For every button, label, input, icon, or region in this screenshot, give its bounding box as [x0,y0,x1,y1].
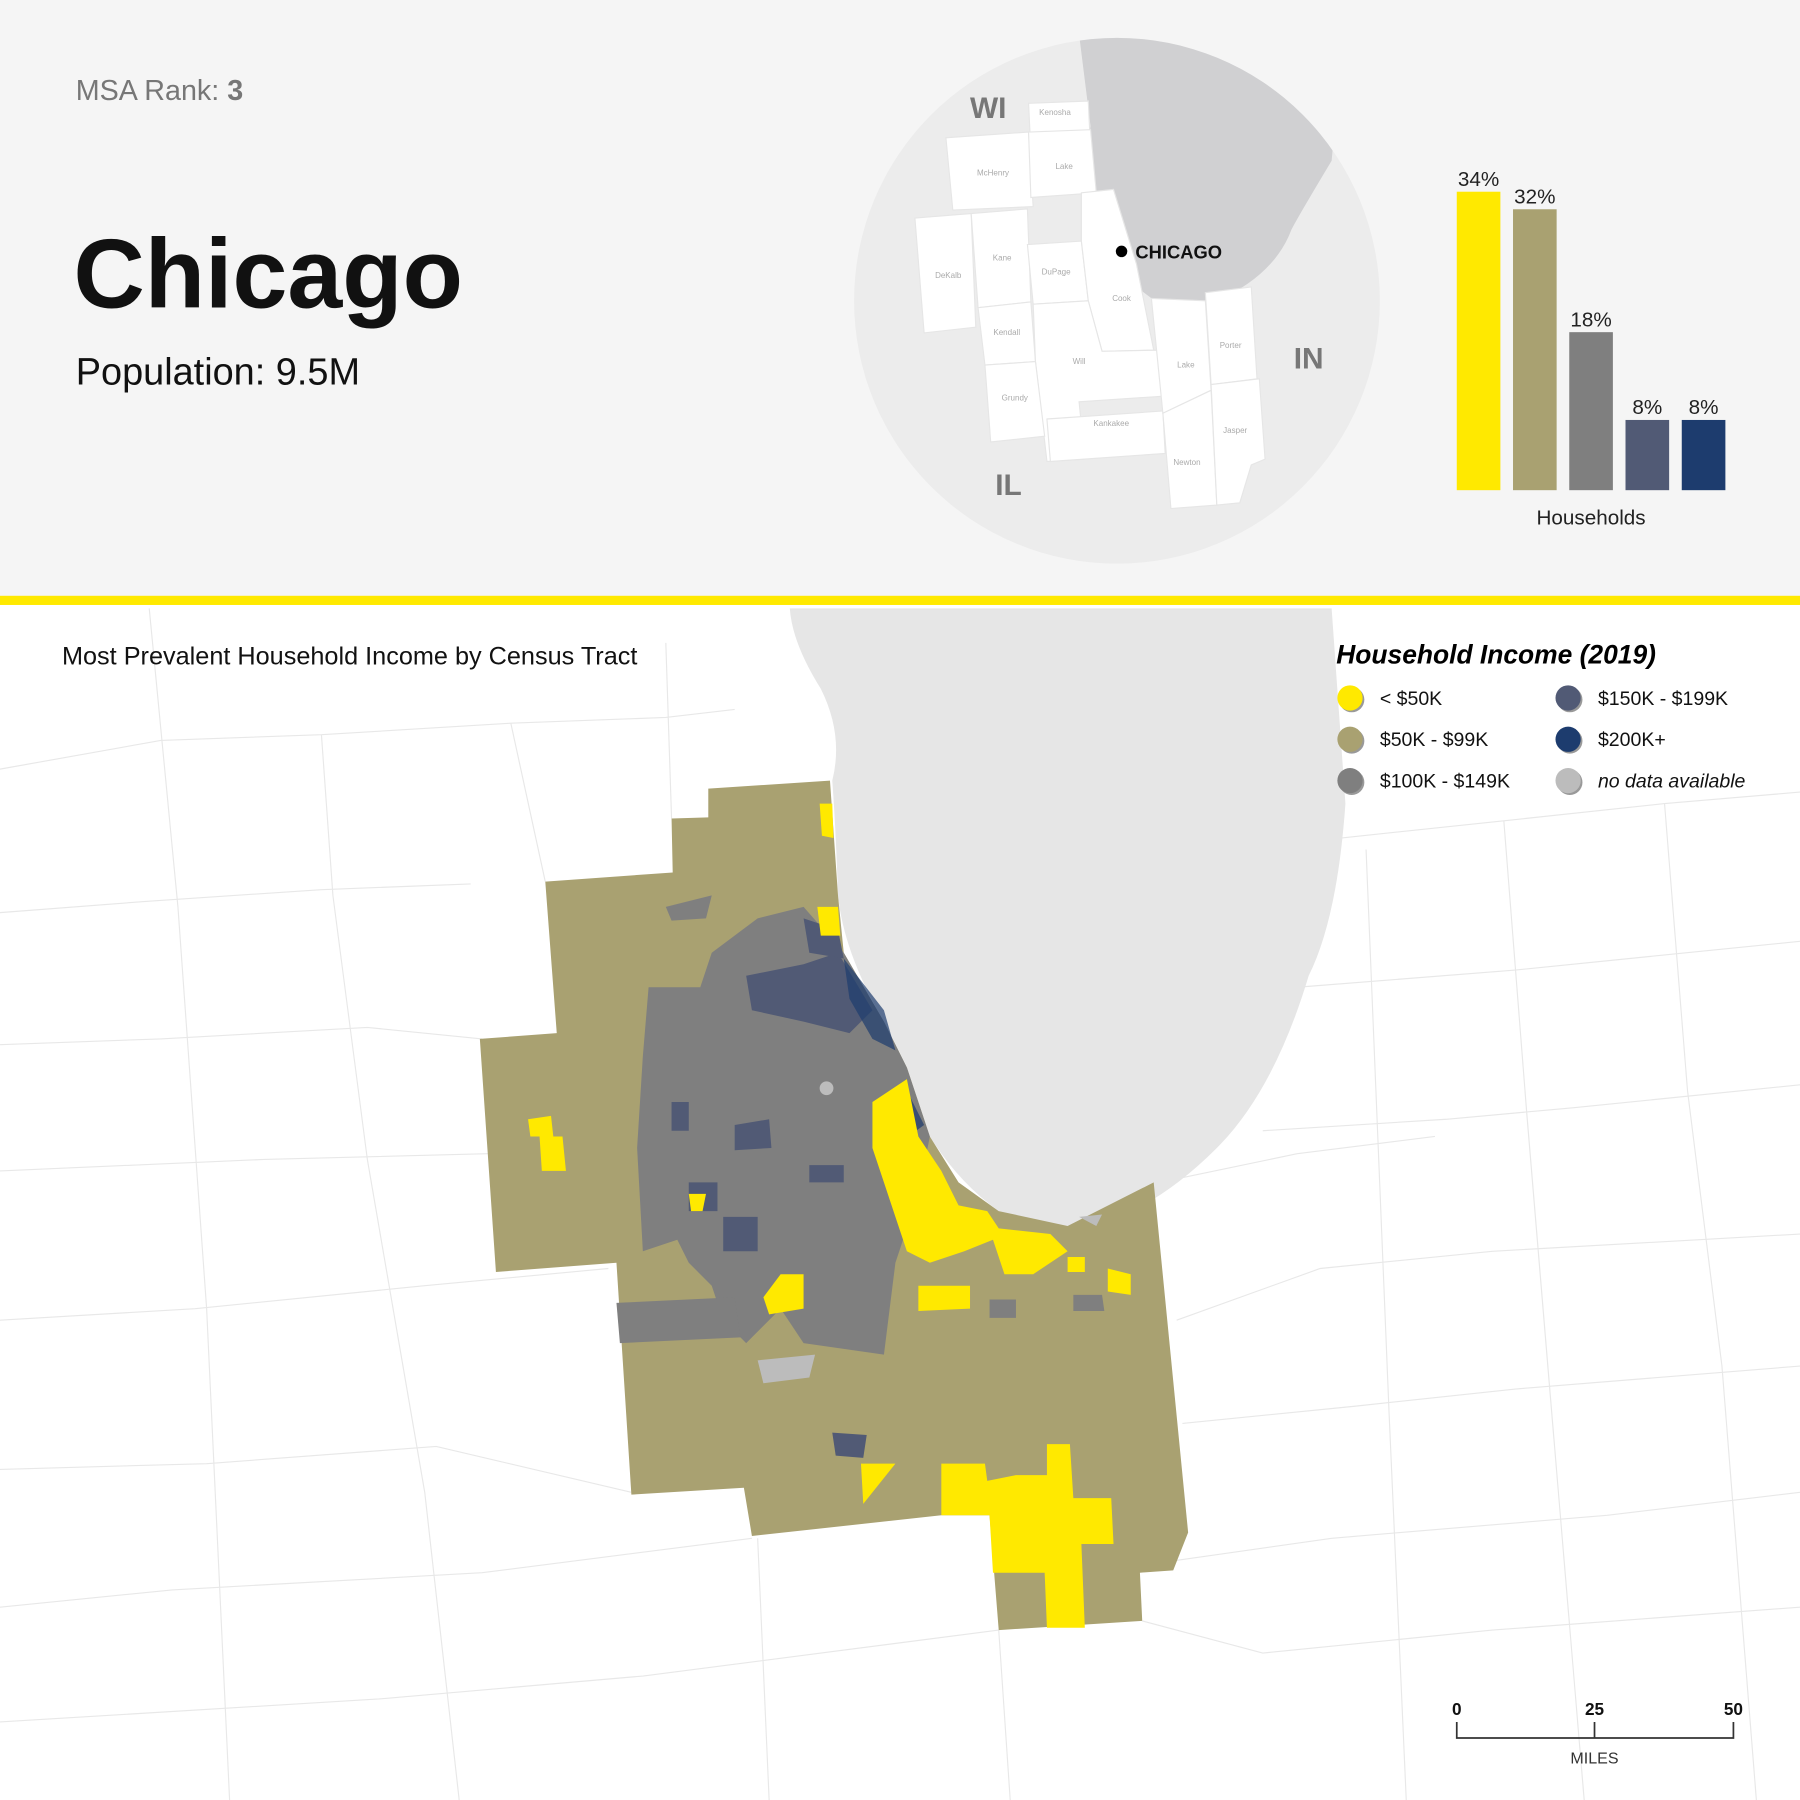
legend-item: $50K - $99K [1337,726,1488,754]
legend-swatch [1555,726,1581,752]
legend-swatch [1555,685,1581,711]
lake-michigan [789,608,1346,1227]
scale-tick-25: 25 [1585,1699,1605,1719]
msa-rank-value: 3 [227,75,243,107]
legend-label: < $50K [1380,688,1442,710]
city-marker-icon [1115,245,1128,258]
county-label: Jasper [1223,426,1247,435]
legend-item: no data available [1555,767,1746,795]
legend-item: $150K - $199K [1555,685,1728,713]
city-label: CHICAGO [1135,241,1222,262]
state-label-wi: WI [970,92,1006,125]
legend-swatch [1337,726,1363,752]
main-map [0,608,1800,1800]
bar-1 [1513,209,1557,491]
population: Population: 9.5M [76,352,360,394]
county-label: DuPage [1042,267,1072,276]
inset-map: Kenosha McHenry Lake DeKalb Kane DuPage … [854,37,1380,564]
county-label: Kankakee [1093,419,1129,428]
bar-data-label: 8% [1689,396,1719,419]
households-bar-chart: 34% 32% 18% 8% 8% [1456,168,1726,491]
legend-swatch [1337,685,1363,711]
msa-rank: MSA Rank: 3 [76,75,243,107]
no-data-regions [757,1081,1103,1384]
scale-bar: 0 25 50 MILES [1452,1699,1743,1767]
legend-label: $200K+ [1598,729,1666,751]
county-label: Will [1073,357,1086,366]
legend-title: Household Income (2019) [1336,640,1656,670]
bar-4 [1681,419,1726,491]
yellow-divider [0,595,1800,605]
state-label-il: IL [995,469,1022,502]
state-label-in: IN [1294,342,1324,375]
legend-label: $50K - $99K [1380,729,1488,751]
bar-data-label: 34% [1458,168,1499,191]
bar-2 [1569,332,1613,491]
bar-3 [1625,419,1670,491]
legend-item: $100K - $149K [1337,767,1510,795]
county-label: Porter [1220,341,1242,350]
county-boundaries [0,608,1800,1800]
legend-swatch [1555,767,1581,794]
bar-data-label: 18% [1570,308,1611,331]
bar-0 [1456,191,1501,491]
scale-unit: MILES [1570,1749,1618,1767]
scale-tick-50: 50 [1724,1699,1743,1719]
legend-item: < $50K [1337,685,1442,713]
legend-swatch [1337,767,1363,794]
county-label: Kendall [993,328,1020,337]
legend: Household Income (2019) < $50K $50K - $99… [1336,640,1746,795]
legend-label: no data available [1598,771,1746,793]
legend-item: $200K+ [1555,726,1666,754]
chart-xlabel: Households [1537,507,1646,530]
county-label: Kane [993,254,1012,263]
county-label: Newton [1173,458,1200,467]
county-label: Lake [1177,360,1195,369]
county-label: DeKalb [935,271,962,280]
county-label: Lake [1055,162,1073,171]
income-under-50k-regions [528,803,1131,1628]
county-label: Grundy [1002,394,1028,403]
county-label: Kenosha [1039,108,1071,117]
map-title: Most Prevalent Household Income by Censu… [62,643,637,671]
bar-data-label: 32% [1514,186,1555,209]
inset-lake [1079,37,1344,305]
county-label: McHenry [977,169,1009,178]
city-title: Chicago [73,219,462,329]
legend-label: $100K - $149K [1380,771,1510,793]
legend-label: $150K - $199K [1598,688,1728,710]
scale-tick-0: 0 [1452,1699,1462,1719]
county-label: Cook [1112,294,1132,303]
msa-rank-label: MSA Rank: [76,75,220,107]
bar-data-label: 8% [1632,396,1662,419]
